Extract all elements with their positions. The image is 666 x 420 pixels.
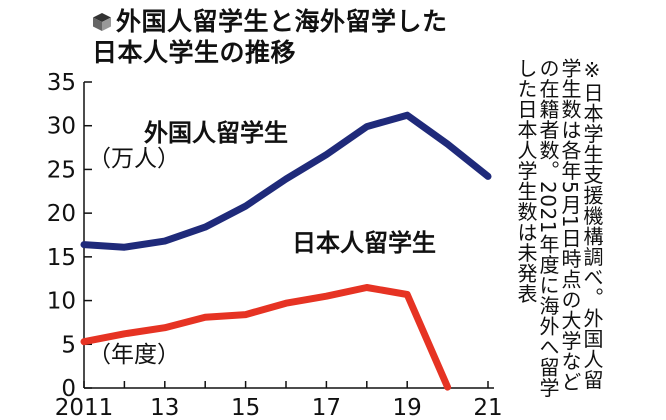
x-tick-label: 17 xyxy=(312,395,341,420)
x-tick-label: 15 xyxy=(231,395,260,420)
x-tick-label: 13 xyxy=(150,395,179,420)
x-tick-label: 19 xyxy=(393,395,422,420)
series-label-foreign-students: 外国人留学生 xyxy=(144,119,288,147)
y-tick-label: 5 xyxy=(61,332,76,358)
cube-icon xyxy=(93,13,111,31)
x-tick-label: 2011 xyxy=(55,395,114,420)
series-label-japanese-students: 日本人留学生 xyxy=(292,229,436,257)
y-tick-label: 10 xyxy=(47,289,76,315)
chart-title-text-1: 外国人留学生と海外留学した xyxy=(116,7,448,36)
y-axis-unit-label: （万人） xyxy=(88,146,180,172)
y-tick-label: 20 xyxy=(47,201,76,227)
chart-title: 外国人留学生と海外留学した 日本人学生の推移 xyxy=(92,6,448,68)
series-line-2 xyxy=(80,284,452,391)
source-note: ※日本学生支援機構調べ。外国人留学生数は各年5月1日時点の大学などの在籍者数。2… xyxy=(514,58,604,398)
x-tick-label: 21 xyxy=(473,395,502,420)
y-tick-label: 35 xyxy=(47,70,76,96)
series-layer xyxy=(80,111,492,391)
y-tick-label: 25 xyxy=(47,157,76,183)
chart-title-line-2: 日本人学生の推移 xyxy=(92,38,297,67)
y-tick-label: 30 xyxy=(47,114,76,140)
chart-title-line-1: 外国人留学生と海外留学した xyxy=(92,6,448,37)
axes: 0 5 10 15 20 25 30 35 2011 13 15 17 19 21 （万人） （年度） xyxy=(47,70,503,420)
y-tick-label: 0 xyxy=(61,376,76,402)
x-axis-unit-label: （年度） xyxy=(88,342,180,368)
y-tick-label: 15 xyxy=(47,245,76,271)
